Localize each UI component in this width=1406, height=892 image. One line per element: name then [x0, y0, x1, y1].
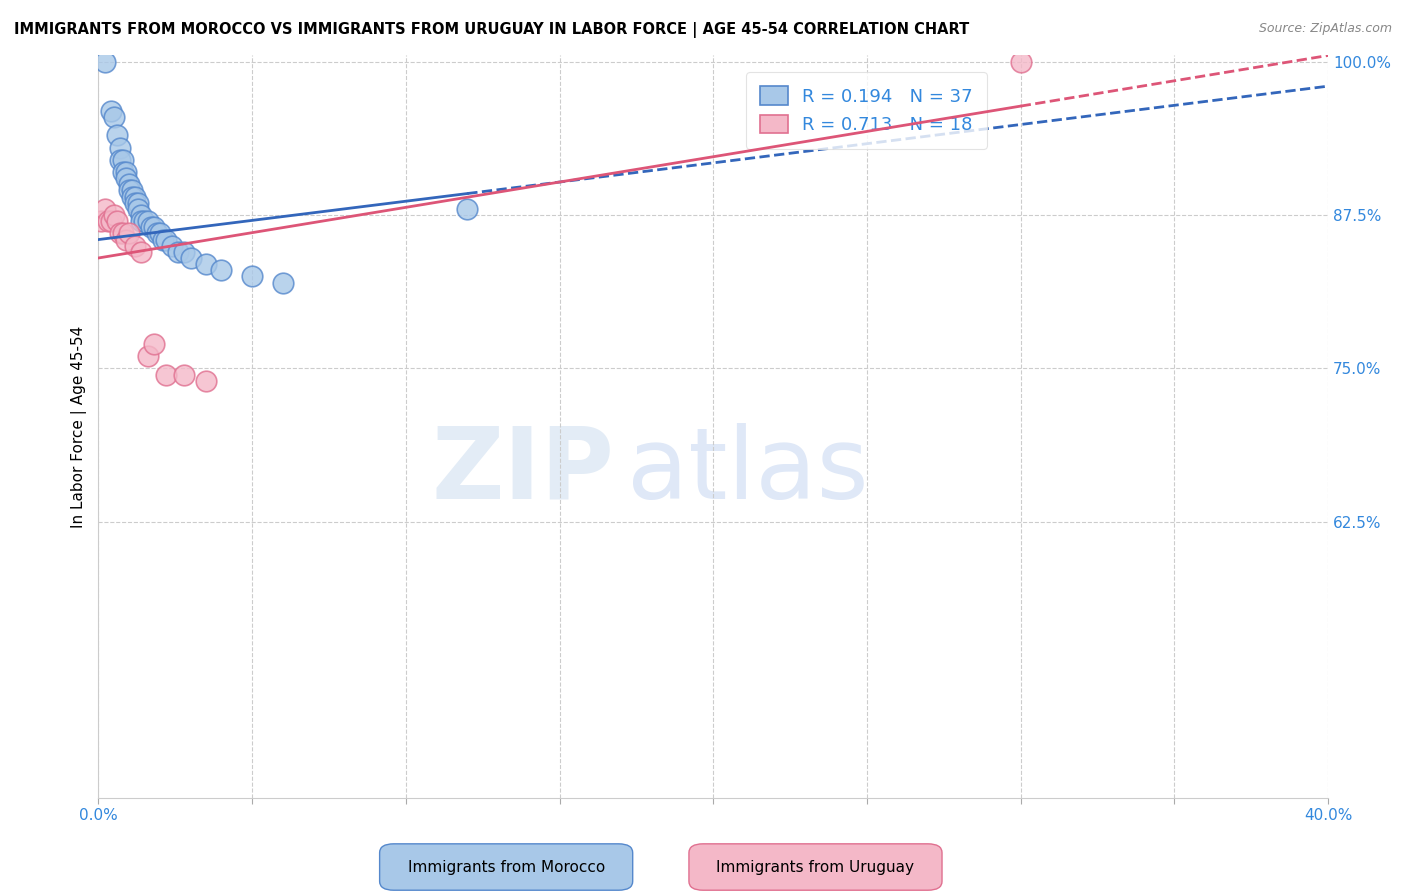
Point — [118, 178, 141, 192]
Point — [180, 251, 202, 265]
Point — [103, 208, 125, 222]
Point — [124, 195, 146, 210]
Point — [93, 202, 115, 216]
Point — [152, 233, 174, 247]
Point — [173, 244, 195, 259]
Point — [271, 276, 294, 290]
Point — [155, 368, 177, 382]
Point — [115, 171, 138, 186]
Point — [118, 227, 141, 241]
Point — [111, 165, 134, 179]
Point — [121, 189, 143, 203]
Point — [105, 128, 128, 143]
Point — [136, 214, 159, 228]
Point — [111, 227, 134, 241]
Point — [124, 189, 146, 203]
Point — [167, 244, 190, 259]
Point — [155, 233, 177, 247]
Point — [131, 214, 153, 228]
Y-axis label: In Labor Force | Age 45-54: In Labor Force | Age 45-54 — [72, 326, 87, 528]
Point — [97, 214, 120, 228]
Point — [127, 202, 149, 216]
Point — [456, 202, 478, 216]
Point — [121, 184, 143, 198]
Point — [124, 238, 146, 252]
Text: IMMIGRANTS FROM MOROCCO VS IMMIGRANTS FROM URUGUAY IN LABOR FORCE | AGE 45-54 CO: IMMIGRANTS FROM MOROCCO VS IMMIGRANTS FR… — [14, 22, 969, 38]
Text: ZIP: ZIP — [432, 423, 614, 520]
Point — [118, 184, 141, 198]
Point — [139, 220, 162, 235]
Point — [103, 110, 125, 124]
Point — [209, 263, 232, 277]
Point — [134, 214, 156, 228]
Point — [145, 227, 167, 241]
Point — [160, 238, 183, 252]
Point — [194, 374, 217, 388]
Text: Immigrants from Uruguay: Immigrants from Uruguay — [717, 860, 914, 874]
Point — [127, 195, 149, 210]
Legend: R = 0.194   N = 37, R = 0.713   N = 18: R = 0.194 N = 37, R = 0.713 N = 18 — [747, 72, 987, 149]
Point — [136, 349, 159, 363]
Point — [90, 214, 112, 228]
Point — [173, 368, 195, 382]
Point — [149, 227, 172, 241]
Point — [115, 165, 138, 179]
Text: Immigrants from Morocco: Immigrants from Morocco — [408, 860, 605, 874]
Point — [131, 244, 153, 259]
Point — [93, 54, 115, 69]
Point — [100, 103, 122, 118]
Point — [240, 269, 263, 284]
Point — [108, 227, 131, 241]
Point — [194, 257, 217, 271]
Point — [100, 214, 122, 228]
Point — [1010, 54, 1032, 69]
Text: Source: ZipAtlas.com: Source: ZipAtlas.com — [1258, 22, 1392, 36]
Text: atlas: atlas — [627, 423, 869, 520]
Point — [115, 233, 138, 247]
Point — [108, 140, 131, 154]
Point — [105, 214, 128, 228]
Point — [131, 208, 153, 222]
Point — [142, 337, 165, 351]
Point — [108, 153, 131, 167]
Point — [142, 220, 165, 235]
Point — [111, 153, 134, 167]
